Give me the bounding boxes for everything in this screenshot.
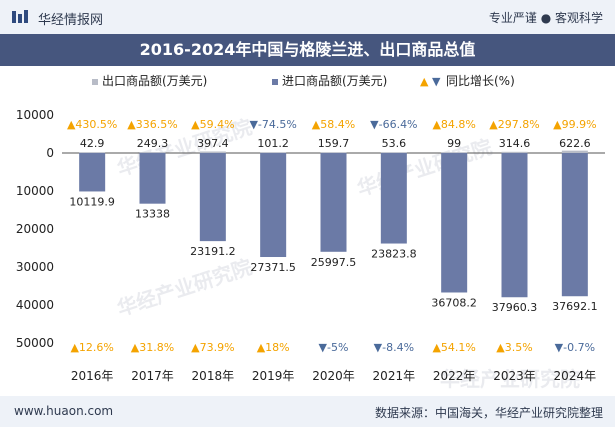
bar-import: [199, 153, 226, 242]
value-label-import: 10119.9: [69, 195, 115, 208]
legend-label-growth: 同比增长(%): [446, 74, 515, 88]
growth-label-import: ▲54.1%: [432, 341, 475, 354]
value-label-export: 622.6: [559, 137, 591, 150]
value-label-import: 13338: [135, 208, 170, 221]
growth-label-import: ▼-0.7%: [555, 341, 595, 354]
y-tick-label: 50000: [16, 336, 54, 350]
bar-import: [501, 153, 528, 298]
bar-export: [501, 151, 528, 153]
x-tick-label: 2022年: [433, 369, 476, 383]
header-bar: [0, 0, 615, 34]
growth-label-import: ▲31.8%: [131, 341, 174, 354]
title-bar: [0, 34, 615, 66]
chart-title: 2016-2024年中国与格陵兰进、出口商品总值: [139, 40, 476, 59]
value-label-export: 159.7: [318, 137, 350, 150]
x-tick-label: 2020年: [312, 369, 355, 383]
huajing-logo-icon: [12, 10, 28, 23]
bar-import: [260, 153, 287, 258]
website-link[interactable]: www.huaon.com: [14, 404, 114, 418]
footer-bar: [0, 396, 615, 427]
legend-up-icon: ▲: [420, 75, 429, 88]
x-tick-label: 2023年: [493, 369, 536, 383]
growth-label-import: ▲12.6%: [70, 341, 113, 354]
bar-export: [260, 152, 287, 153]
brand-name: 华经情报网: [38, 13, 104, 28]
value-label-import: 23191.2: [190, 245, 236, 258]
watermark-text: 华经产业研究院: [440, 367, 580, 391]
growth-label-import: ▲73.9%: [191, 341, 234, 354]
value-label-export: 42.9: [80, 137, 105, 150]
watermark-text: 华经产业研究院: [354, 135, 495, 201]
growth-label-export: ▲297.8%: [489, 118, 539, 131]
growth-label-export: ▼-74.5%: [249, 118, 296, 131]
value-label-import: 25997.5: [311, 256, 357, 269]
y-tick-label: 20000: [16, 222, 54, 236]
value-label-export: 99: [447, 137, 461, 150]
bar-import: [320, 153, 347, 252]
growth-label-export: ▲99.9%: [553, 118, 596, 131]
growth-label-export: ▲336.5%: [127, 118, 177, 131]
y-tick-label: 10000: [16, 108, 54, 122]
bar-import: [380, 153, 407, 244]
legend-label-export: 出口商品额(万美元): [102, 73, 207, 88]
y-tick-label: 30000: [16, 260, 54, 274]
watermark-text: 华经产业研究院: [114, 255, 255, 321]
bar-export: [199, 151, 226, 153]
growth-label-export: ▲84.8%: [432, 118, 475, 131]
value-label-export: 397.4: [197, 137, 229, 150]
bar-import: [139, 153, 166, 204]
growth-label-import: ▲3.5%: [496, 341, 532, 354]
growth-label-export: ▼-66.4%: [370, 118, 417, 131]
value-label-import: 27371.5: [250, 261, 296, 274]
growth-label-export: ▲59.4%: [191, 118, 234, 131]
data-source: 数据来源：中国海关，华经产业研究院整理: [374, 406, 603, 420]
x-tick-label: 2016年: [71, 369, 114, 383]
value-label-import: 23823.8: [371, 248, 417, 261]
y-tick-label: 0: [46, 146, 54, 160]
value-label-export: 314.6: [499, 137, 531, 150]
growth-label-export: ▲58.4%: [312, 118, 355, 131]
legend-swatch-export: [92, 79, 98, 85]
y-tick-label: 10000: [16, 184, 54, 198]
x-tick-label: 2019年: [252, 369, 295, 383]
brand-tagline: 专业严谨 ● 客观科学: [488, 11, 603, 25]
value-label-import: 37960.3: [492, 301, 538, 314]
growth-label-import: ▼-5%: [319, 341, 349, 354]
bar-import: [561, 153, 588, 297]
bar-import: [79, 153, 106, 192]
bar-export: [561, 150, 588, 153]
x-tick-label: 2024年: [554, 369, 597, 383]
x-tick-label: 2017年: [131, 369, 174, 383]
bar-export: [380, 152, 407, 153]
value-label-export: 249.3: [137, 137, 169, 150]
bar-import: [441, 153, 468, 293]
value-label-export: 53.6: [382, 137, 407, 150]
legend-swatch-import: [272, 79, 278, 85]
bar-export: [320, 152, 347, 153]
x-tick-label: 2021年: [373, 369, 416, 383]
bar-export: [79, 152, 106, 153]
legend-label-import: 进口商品额(万美元): [282, 73, 387, 88]
value-label-import: 36708.2: [431, 296, 477, 309]
y-tick-label: 40000: [16, 298, 54, 312]
bar-export: [139, 152, 166, 153]
legend-down-icon: ▼: [432, 75, 441, 88]
value-label-import: 37692.1: [552, 300, 598, 313]
growth-label-import: ▲18%: [257, 341, 290, 354]
growth-label-import: ▼-8.4%: [374, 341, 414, 354]
x-tick-label: 2018年: [192, 369, 235, 383]
bar-export: [441, 152, 468, 153]
growth-label-export: ▲430.5%: [67, 118, 117, 131]
value-label-export: 101.2: [257, 137, 289, 150]
